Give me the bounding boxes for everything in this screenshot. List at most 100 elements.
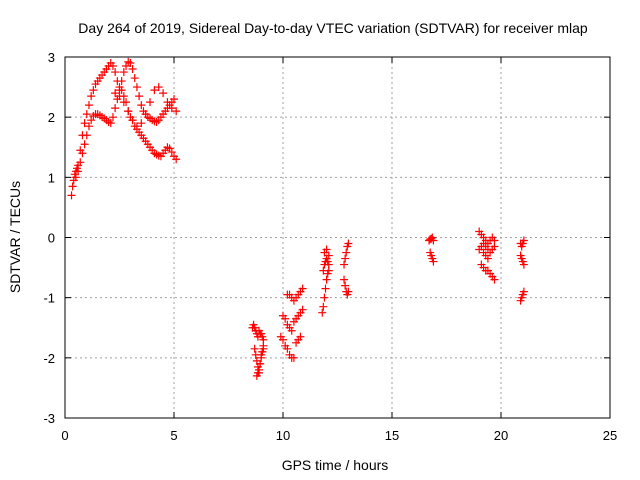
series-cluster-12: [318, 239, 353, 317]
data-point: [318, 308, 327, 317]
data-point: [298, 284, 307, 293]
data-point: [87, 116, 96, 125]
data-point: [150, 86, 159, 95]
data-point: [67, 191, 76, 200]
data-point: [117, 77, 126, 86]
data-point: [137, 101, 146, 110]
data-point: [163, 98, 172, 107]
series-cluster-21: [516, 236, 528, 305]
y-tick-label: 3: [48, 50, 55, 65]
data-point: [287, 326, 296, 335]
data-point: [341, 281, 350, 290]
data-point: [172, 155, 181, 164]
data-point: [80, 140, 89, 149]
data-point: [146, 98, 155, 107]
series-arc1: [67, 59, 181, 200]
data-point: [249, 320, 258, 329]
data-point: [124, 107, 133, 116]
data-point: [111, 68, 120, 77]
data-point: [324, 251, 333, 260]
data-point: [429, 236, 438, 245]
y-tick-label: 1: [48, 170, 55, 185]
data-point: [154, 83, 163, 92]
data-point: [490, 275, 499, 284]
data-point: [324, 260, 333, 269]
data-point: [135, 92, 144, 101]
data-point: [321, 284, 330, 293]
data-point: [128, 65, 137, 74]
data-point: [78, 149, 87, 158]
data-point: [320, 293, 329, 302]
data-point: [519, 236, 528, 245]
data-point: [89, 111, 98, 120]
data-point: [130, 74, 139, 83]
grid-lines: [65, 57, 610, 418]
data-point: [429, 257, 438, 266]
y-tick-label: -3: [43, 411, 55, 426]
data-point: [170, 95, 178, 104]
data-point: [427, 234, 436, 243]
data-point: [152, 117, 161, 126]
data-point: [111, 104, 120, 113]
data-point: [124, 57, 133, 66]
data-point: [108, 62, 117, 71]
data-point: [519, 287, 528, 296]
data-point: [256, 359, 265, 368]
data-point: [106, 119, 115, 128]
data-point: [82, 110, 91, 119]
data-point: [115, 92, 124, 101]
data-point: [80, 119, 89, 128]
data-point: [159, 89, 168, 98]
data-point: [322, 245, 331, 254]
data-point: [119, 68, 128, 77]
data-point: [165, 144, 174, 153]
data-point: [128, 116, 137, 125]
x-tick-label: 10: [276, 428, 290, 443]
data-point: [76, 158, 85, 167]
data-point: [167, 104, 176, 113]
data-point: [141, 110, 150, 119]
data-point: [283, 344, 292, 353]
y-tick-label: 2: [48, 110, 55, 125]
y-tick-label: -1: [43, 291, 55, 306]
data-point: [71, 173, 80, 182]
data-point: [344, 287, 353, 296]
series-arc3: [111, 83, 181, 131]
data-point: [132, 122, 141, 131]
data-points: [67, 57, 528, 380]
y-tick-label: -2: [43, 351, 55, 366]
series-cluster-19: [475, 227, 499, 284]
data-point: [172, 107, 181, 116]
data-point: [322, 275, 331, 284]
data-point: [152, 150, 161, 159]
data-point: [137, 119, 146, 128]
data-point: [108, 113, 117, 122]
data-point: [111, 89, 120, 98]
data-point: [89, 86, 98, 95]
x-axis-label: GPS time / hours: [282, 457, 389, 473]
data-point: [258, 347, 267, 356]
x-axis-ticks: 0 5 10 15 20 25: [61, 57, 617, 443]
data-point: [250, 344, 259, 353]
data-point: [289, 353, 298, 362]
data-point: [319, 302, 328, 311]
data-point: [84, 122, 93, 131]
data-point: [340, 275, 349, 284]
data-point: [87, 92, 96, 101]
series-cluster-10: [276, 284, 307, 362]
data-point: [119, 98, 128, 107]
chart-title: Day 264 of 2019, Sidereal Day-to-day VTE…: [78, 20, 588, 36]
series-arc2: [71, 57, 178, 182]
data-point: [104, 117, 113, 126]
data-point: [74, 167, 83, 176]
data-point: [281, 314, 290, 323]
series-cluster-9: [248, 320, 268, 380]
x-tick-label: 5: [170, 428, 177, 443]
data-point: [341, 254, 350, 263]
data-point: [490, 242, 499, 251]
data-point: [167, 148, 176, 157]
data-point: [342, 248, 351, 257]
data-point: [82, 131, 91, 140]
x-tick-label: 0: [61, 428, 68, 443]
